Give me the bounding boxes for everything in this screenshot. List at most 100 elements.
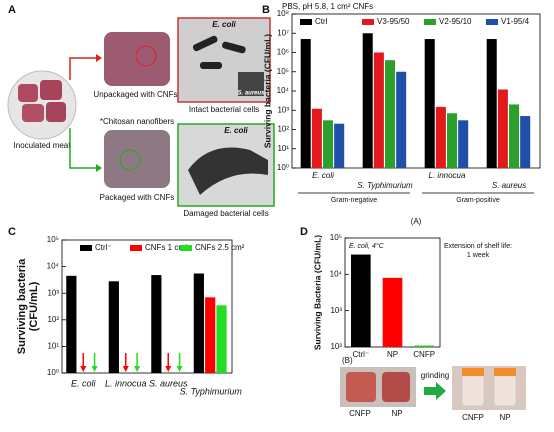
y-tick-label: 10⁴ <box>277 86 290 95</box>
label: Intact bacterial cells <box>189 105 259 114</box>
species: E. coli <box>212 20 236 29</box>
bar <box>205 297 216 373</box>
jar <box>461 373 485 407</box>
jar <box>493 373 517 407</box>
y-axis-label: Surviving Bacteria (CFU/mL) <box>312 235 322 350</box>
x-tick-label: CNFP <box>413 350 435 359</box>
legend-swatch <box>130 245 142 251</box>
plot-frame <box>61 239 233 374</box>
bar <box>414 345 434 347</box>
y-tick-label: 10³ <box>47 288 59 297</box>
label: Damaged bacterial cells <box>183 209 268 218</box>
panel-a: Inoculated meat Unpackaged with CNFs* E.… <box>7 17 275 218</box>
annotation: 1 week <box>467 252 490 259</box>
legend-swatch <box>180 245 192 251</box>
arrow-head <box>96 164 102 172</box>
legend-swatch <box>486 19 498 25</box>
meat-photo <box>104 32 170 86</box>
x-tick-label: L. innocua <box>105 378 147 388</box>
cell <box>192 35 218 52</box>
x-tick-label: E. coli <box>71 378 97 388</box>
bar <box>300 39 311 168</box>
arrow <box>69 57 96 80</box>
legend-swatch <box>362 19 374 25</box>
bar <box>193 273 204 373</box>
meat <box>382 372 410 402</box>
y-tick-label: 10⁵ <box>330 233 342 242</box>
photo-label: NP <box>499 413 510 422</box>
species: S. aureus <box>237 91 265 97</box>
bar <box>520 116 531 168</box>
bar <box>351 254 371 347</box>
label: Unpackaged with CNFs* <box>93 90 180 99</box>
not-detected-arrow-head <box>122 366 129 372</box>
y-tick-label: 10⁷ <box>277 28 289 37</box>
not-detected-arrow-head <box>165 366 172 372</box>
x-tick-label: S. Typhimurium <box>357 181 413 190</box>
panel-letter: D <box>300 226 308 238</box>
bar <box>151 275 162 373</box>
photo-label: CNFP <box>462 413 484 422</box>
group-label: Gram-negative <box>331 197 377 204</box>
meat <box>22 104 44 122</box>
cell <box>188 147 268 195</box>
arrow <box>424 382 446 400</box>
cell <box>200 62 222 69</box>
bar <box>311 108 322 168</box>
panel-letter: A <box>8 4 16 16</box>
jar-lid <box>462 368 484 376</box>
bar <box>486 39 497 168</box>
y-tick-label: 10⁴ <box>47 262 60 271</box>
arrow-label: grinding <box>421 371 449 380</box>
zoom-circle <box>135 45 157 67</box>
x-tick-label: S. aureus <box>492 181 526 190</box>
y-tick-label: 10⁰ <box>277 163 289 172</box>
y-tick-label: 10¹ <box>47 342 59 351</box>
meat <box>346 372 376 402</box>
bar <box>458 120 469 168</box>
panel-d-photos: (B) CNFP NP grinding CNFP NP <box>340 356 526 422</box>
x-tick-label: S. aureus <box>149 378 188 388</box>
bar <box>334 123 345 168</box>
legend-label: CNFs 1 cm² <box>145 243 188 252</box>
legend-swatch <box>80 245 92 251</box>
legend-label: Ctrl⁻ <box>95 243 112 252</box>
photo-label: NP <box>391 409 402 418</box>
bar <box>362 33 373 168</box>
bar <box>396 71 407 168</box>
annotation: Extension of shelf life: <box>444 243 512 250</box>
x-tick-label: E. coli <box>312 171 334 180</box>
chart-caption: (A) <box>411 217 422 226</box>
zoom-circle <box>119 149 141 171</box>
not-detected-arrow-head <box>134 366 141 372</box>
meat <box>18 84 38 102</box>
label: Inoculated meat <box>14 141 72 150</box>
not-detected-arrow-head <box>91 366 98 372</box>
meat-photo <box>104 130 170 188</box>
x-tick-label: Ctrl⁻ <box>352 350 369 359</box>
bar <box>373 52 384 168</box>
bar <box>216 305 227 373</box>
species: E. coli <box>224 126 248 135</box>
legend-label: V3-95/50 <box>377 17 410 26</box>
photo-caption: (B) <box>342 356 353 365</box>
y-tick-label: 10⁴ <box>330 269 343 278</box>
y-tick-label: 10⁵ <box>47 235 59 244</box>
label: *Chitosan nanofibers <box>100 117 174 126</box>
arrow-head <box>96 54 102 62</box>
legend-label: V2-95/10 <box>439 17 472 26</box>
y-tick-label: 10⁵ <box>277 67 289 76</box>
bar <box>382 277 403 347</box>
meat <box>40 80 62 100</box>
bar <box>424 39 435 168</box>
label: Packaged with CNFs <box>100 193 175 202</box>
y-tick-label: 10¹ <box>277 144 289 153</box>
y-tick-label: 10² <box>330 342 342 351</box>
y-tick-label: 10³ <box>277 105 289 114</box>
x-tick-label: L. innocua <box>429 171 466 180</box>
y-tick-label: 10⁰ <box>47 368 59 377</box>
cell <box>222 41 246 54</box>
bar <box>323 120 334 168</box>
y-tick-label: 10² <box>277 125 289 134</box>
